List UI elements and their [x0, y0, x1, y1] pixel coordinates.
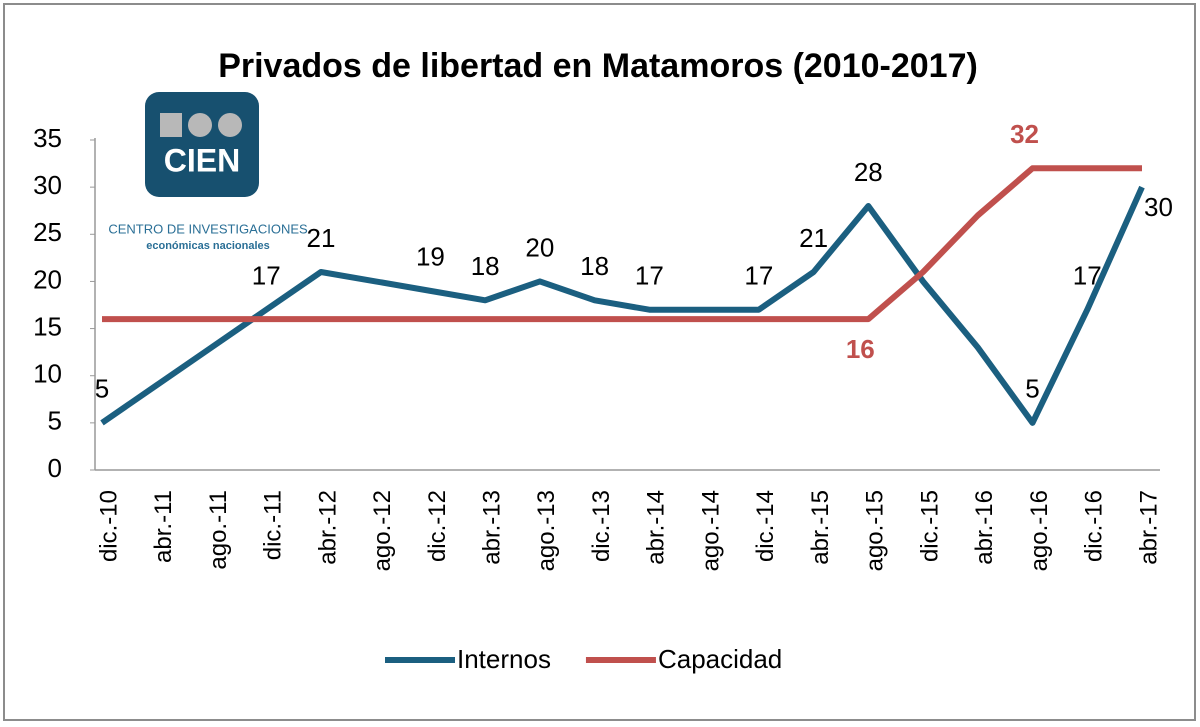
x-tick-label: dic.-15 — [916, 490, 943, 562]
x-tick-label: dic.-13 — [588, 490, 615, 562]
data-label: 18 — [580, 251, 609, 281]
y-tick-label: 5 — [48, 406, 62, 436]
data-label: 30 — [1144, 192, 1173, 222]
data-label: 17 — [635, 261, 664, 291]
y-tick-label: 15 — [33, 311, 62, 341]
x-tick-label: ago.-11 — [205, 490, 232, 570]
x-tick-label: abr.-17 — [1135, 490, 1162, 565]
data-label: 21 — [799, 223, 828, 253]
x-tick-label: abr.-12 — [314, 490, 341, 565]
x-tick-label: ago.-12 — [369, 490, 396, 571]
data-label: 17 — [744, 261, 773, 291]
logo-circle — [188, 113, 212, 137]
x-tick-label: dic.-12 — [424, 490, 451, 562]
legend-label: Internos — [457, 644, 551, 674]
data-label: 32 — [1010, 119, 1039, 149]
y-tick-label: 30 — [33, 170, 62, 200]
series-line — [100, 185, 1145, 426]
y-tick-label: 20 — [33, 264, 62, 294]
x-tick-label: dic.-16 — [1081, 490, 1108, 562]
y-tick-label: 25 — [33, 217, 62, 247]
y-tick-label: 35 — [33, 123, 62, 153]
x-tick-label: abr.-14 — [643, 490, 670, 565]
data-label: 16 — [846, 334, 875, 364]
logo-line: CENTRO DE INVESTIGACIONES — [108, 221, 308, 236]
chart-title: Privados de libertad en Matamoros (2010-… — [218, 47, 978, 85]
x-tick-label: abr.-13 — [479, 490, 506, 565]
data-label: 28 — [854, 157, 883, 187]
data-label: 17 — [252, 261, 281, 291]
y-tick-label: 10 — [33, 359, 62, 389]
data-label: 17 — [1073, 261, 1102, 291]
x-tick-label: dic.-10 — [95, 490, 122, 562]
x-tick-label: ago.-13 — [533, 490, 560, 571]
legend-label: Capacidad — [658, 644, 782, 674]
x-tick-label: dic.-11 — [260, 490, 287, 560]
x-tick-label: ago.-14 — [697, 490, 724, 571]
x-tick-label: abr.-16 — [971, 490, 998, 565]
data-label: 18 — [471, 251, 500, 281]
x-tick-label: dic.-14 — [752, 490, 779, 562]
series-line — [102, 165, 1142, 323]
x-tick-label: abr.-15 — [807, 490, 834, 565]
logo: CIEN CENTRO DE INVESTIGACIONES económica… — [108, 92, 308, 252]
logo-mark: CIEN — [164, 142, 240, 178]
data-label: 21 — [306, 223, 335, 253]
data-label: 19 — [416, 242, 445, 272]
data-label: 5 — [95, 374, 109, 404]
x-tick-label: ago.-16 — [1026, 490, 1053, 571]
x-tick-label: ago.-15 — [862, 490, 889, 571]
x-tick-label: abr.-11 — [150, 490, 177, 563]
logo-square — [160, 113, 182, 137]
logo-line: económicas nacionales — [146, 240, 270, 252]
data-label: 20 — [525, 232, 554, 262]
data-label: 5 — [1025, 374, 1039, 404]
logo-circle — [218, 113, 242, 137]
y-tick-label: 0 — [48, 453, 62, 483]
